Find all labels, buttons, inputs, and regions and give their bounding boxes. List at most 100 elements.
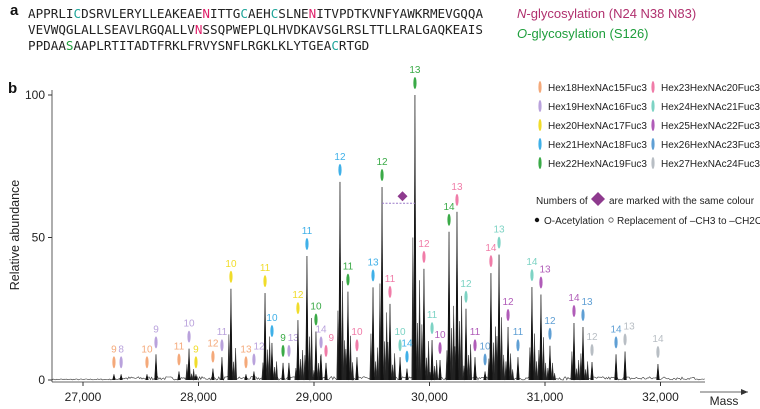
legend-label: Hex20HexNAc17Fuc3 [548, 121, 647, 132]
peak-label: 13 [409, 65, 421, 76]
minor-peak [458, 321, 461, 381]
glycoform-marker [548, 327, 552, 340]
legend-label: Hex26HexNAc23Fuc3 [661, 140, 760, 151]
highlighted-residue: S [65, 38, 74, 53]
legend-swatch [538, 138, 542, 150]
peak [388, 303, 392, 381]
legend-swatch [538, 157, 542, 169]
legend-label: Hex18HexNAc15Fuc3 [548, 83, 647, 94]
glycoform-marker [112, 356, 116, 369]
peak-label: 10 [183, 319, 195, 330]
legend-label: Hex27HexNAc24Fuc3 [661, 159, 760, 170]
glycoform-marker [590, 344, 594, 357]
peak-label: 14 [315, 324, 327, 335]
minor-peak [553, 373, 556, 381]
peak [656, 364, 660, 381]
peak [319, 354, 323, 381]
glycoform-marker [324, 344, 328, 357]
peak [112, 374, 116, 381]
minor-peak [500, 317, 503, 381]
peak [464, 308, 468, 381]
peak-label: 11 [343, 262, 354, 273]
peak-label: 11 [217, 327, 228, 338]
glycoform-marker [380, 169, 384, 182]
peak [154, 354, 158, 381]
peak-label: 13 [451, 182, 463, 193]
n-prefix: N [517, 6, 527, 21]
peak [305, 256, 309, 381]
glycoform-marker [614, 336, 618, 349]
glycoform-marker [530, 269, 534, 282]
peak-label: 13 [539, 265, 551, 276]
glycoform-marker [539, 276, 543, 289]
y-tick-label: 0 [38, 373, 45, 387]
legend-acetylation: O-Acetylation [544, 216, 604, 227]
glycoform-marker [489, 255, 493, 268]
glycoform-marker [296, 302, 300, 315]
y-axis-label: Relative abundance [8, 180, 22, 291]
minor-peak [460, 295, 464, 381]
peak-label: 10 [434, 330, 446, 341]
o-glycosylation-note: O-glycosylation (S126) [517, 26, 649, 41]
glycoform-marker [346, 273, 350, 286]
legend-numbers-note: Numbers of [536, 196, 588, 207]
peak-label: 9 [111, 344, 117, 355]
minor-peak [351, 362, 354, 381]
minor-peak [391, 364, 394, 381]
minor-peak [492, 342, 495, 381]
peak-label: 12 [544, 316, 556, 327]
glycoform-marker [516, 339, 520, 352]
peak [281, 362, 285, 381]
minor-peak [299, 359, 302, 381]
peak [548, 345, 552, 381]
glycoform-marker [430, 322, 434, 335]
peak-label: 12 [418, 239, 430, 250]
legend-swatch [651, 157, 655, 169]
minor-peak [234, 348, 237, 381]
replacement-circle-icon [608, 217, 614, 223]
peak-label: 12 [253, 341, 265, 352]
peak [145, 374, 149, 381]
glycoform-marker [287, 344, 291, 357]
minor-peak [586, 361, 590, 381]
sequence-line: PPDAASAAPLRTITADTFRKLFRVYSNFLRGKLKLYTGEA… [28, 38, 483, 54]
peak [430, 340, 434, 381]
glycoform-marker [398, 339, 402, 352]
minor-peak [268, 336, 272, 381]
peak [263, 293, 267, 381]
peak-label: 14 [610, 324, 622, 335]
sequence-segment: ITTG [210, 6, 241, 21]
sequence-segment: RTGD [338, 38, 370, 53]
minor-peak [502, 354, 506, 381]
legend-swatch [651, 119, 655, 131]
peak-label: 14 [526, 257, 538, 268]
legend-swatch [651, 81, 655, 93]
peak-label: 13 [581, 297, 593, 308]
acetylation-dot-icon [534, 217, 540, 223]
glycoform-marker [581, 308, 585, 321]
minor-peak [433, 366, 436, 381]
legend-label: Hex24HexNAc21Fuc3 [661, 102, 760, 113]
peak-label: 14 [652, 334, 664, 345]
peak [530, 287, 534, 381]
glycoform-marker [371, 269, 375, 282]
sequence-segment: SSQPWEPLQLHVDKAVSGLRSLTTLLRALGAQKEAIS [202, 22, 483, 37]
peak-label: 11 [302, 226, 313, 237]
minor-peak [310, 318, 313, 381]
legend-swatch [651, 100, 655, 112]
peak [497, 254, 501, 381]
glycoform-marker [572, 305, 576, 317]
peak-label: 8 [118, 344, 124, 355]
y-tick-label: 100 [25, 88, 45, 102]
minor-peak [584, 369, 587, 381]
glycoform-marker [305, 238, 309, 251]
peak-label: 12 [207, 339, 219, 350]
peak [187, 348, 191, 381]
peak-label: 11 [470, 327, 481, 338]
minor-peak [273, 367, 276, 381]
glycoform-marker [506, 308, 510, 321]
minor-peak [232, 361, 235, 381]
minor-peak [544, 362, 547, 381]
peak-label: 12 [376, 157, 388, 168]
highlighted-residue: N [202, 6, 211, 21]
